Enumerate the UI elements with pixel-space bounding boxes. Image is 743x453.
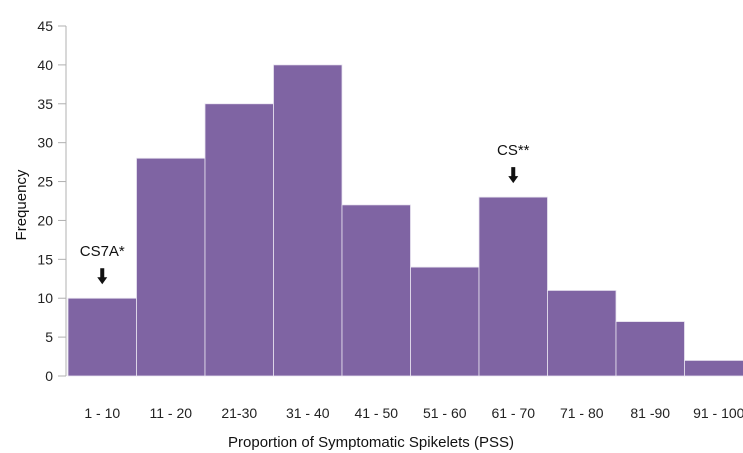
y-tick-label: 30 bbox=[37, 135, 53, 151]
x-axis-title: Proportion of Symptomatic Spikelets (PSS… bbox=[228, 434, 514, 451]
bar bbox=[136, 157, 206, 377]
y-tick-label: 10 bbox=[37, 290, 53, 306]
y-tick-label: 25 bbox=[37, 174, 53, 190]
y-tick-label: 20 bbox=[37, 212, 53, 228]
bar bbox=[67, 297, 137, 377]
y-tick-label: 35 bbox=[37, 96, 53, 112]
y-tick-label: 45 bbox=[37, 18, 53, 34]
y-tick-label: 0 bbox=[45, 368, 53, 384]
x-tick-label: 11 - 20 bbox=[149, 405, 192, 421]
bar bbox=[684, 360, 743, 377]
annotations: CS7A* CS** bbox=[80, 142, 530, 285]
x-tick-label: 1 - 10 bbox=[84, 405, 120, 421]
bars bbox=[67, 64, 743, 377]
x-tick-label: 81 -90 bbox=[630, 405, 670, 421]
x-tick-label: 31 - 40 bbox=[286, 405, 330, 421]
bar bbox=[341, 204, 411, 377]
y-axis-ticks: 0 5 10 15 20 25 30 35 40 45 bbox=[37, 18, 67, 384]
x-tick-label: 41 - 50 bbox=[354, 405, 398, 421]
y-tick-label: 15 bbox=[37, 251, 53, 267]
annotation-label: CS7A* bbox=[80, 243, 125, 260]
bar bbox=[478, 196, 548, 377]
bar bbox=[410, 266, 480, 377]
y-tick-label: 40 bbox=[37, 57, 53, 73]
bar bbox=[273, 64, 343, 377]
annotation-label: CS** bbox=[497, 142, 530, 159]
bar bbox=[547, 290, 617, 377]
x-tick-label: 21-30 bbox=[221, 405, 257, 421]
down-arrow-icon bbox=[97, 268, 108, 285]
x-tick-label: 51 - 60 bbox=[423, 405, 467, 421]
down-arrow-icon bbox=[508, 167, 519, 184]
bar bbox=[615, 321, 685, 377]
y-axis-title: Frequency bbox=[13, 169, 30, 240]
y-tick-label: 5 bbox=[45, 329, 53, 345]
bar bbox=[204, 103, 274, 377]
x-axis-ticks: 1 - 10 11 - 20 21-30 31 - 40 41 - 50 51 - 60 6… bbox=[84, 405, 743, 421]
x-tick-label: 61 - 70 bbox=[491, 405, 535, 421]
x-tick-label: 91 - 100 bbox=[693, 405, 743, 421]
x-tick-label: 71 - 80 bbox=[560, 405, 604, 421]
